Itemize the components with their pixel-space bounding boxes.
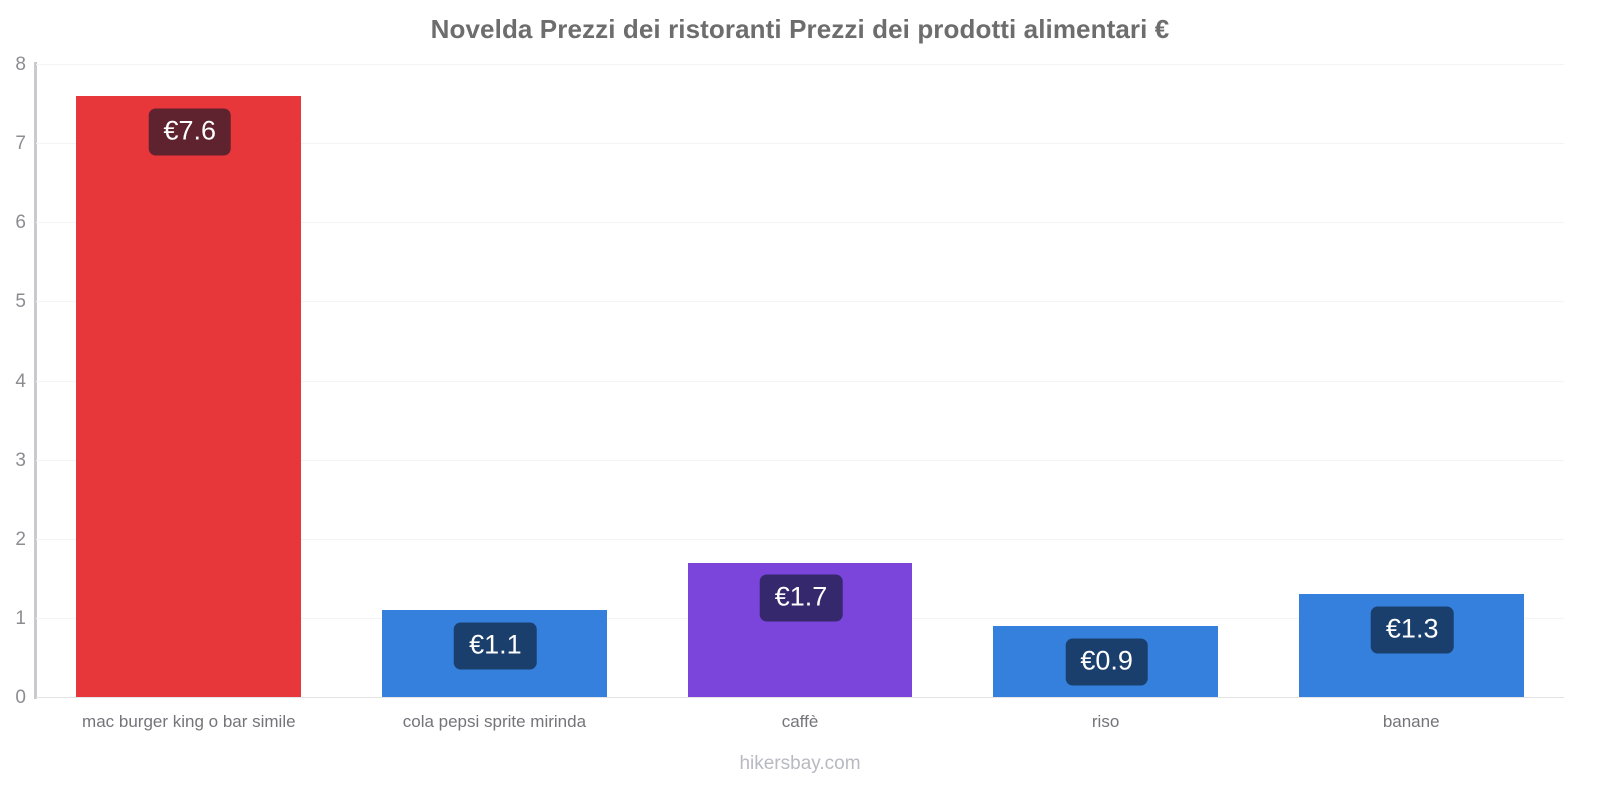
y-axis-tick-label: 7 (15, 133, 26, 155)
plot-area: €7.6 €1.1 €1.7 €0.9 €1.3 (36, 64, 1564, 698)
y-axis-tick-label: 3 (15, 449, 26, 471)
x-axis-tick-label: cola pepsi sprite mirinda (402, 712, 587, 731)
y-axis-tick-label: 1 (15, 607, 26, 629)
gridline (36, 222, 1564, 224)
chart-title: Novelda Prezzi dei ristoranti Prezzi dei… (430, 14, 1170, 44)
data-label: €1.3 (1370, 606, 1454, 654)
y-axis-tick-label: 6 (15, 212, 26, 234)
x-axis-tick-label: riso (1091, 712, 1120, 731)
y-axis-line (34, 62, 37, 699)
y-axis-tick-label: 8 (15, 54, 26, 75)
x-axis-tick-label: banane (1382, 712, 1440, 731)
gridline (36, 301, 1564, 303)
data-label: €1.1 (454, 622, 537, 670)
gridline (36, 380, 1564, 382)
bar[interactable] (76, 95, 302, 697)
gridline (36, 143, 1564, 145)
y-axis-tick-label: 0 (15, 687, 26, 708)
y-axis-tick-labels: 0 1 2 3 4 5 6 7 8 (0, 55, 26, 707)
gridline (36, 538, 1564, 540)
y-axis-tick-label: 4 (15, 370, 26, 392)
gridline (36, 64, 1564, 65)
y-axis-tick-label: 2 (15, 528, 26, 550)
watermark: hikersbay.com (739, 753, 861, 774)
gridline (36, 697, 1564, 698)
gridline (36, 459, 1564, 461)
data-label: €0.9 (1065, 638, 1148, 686)
data-label: €7.6 (148, 108, 232, 156)
data-label: €1.7 (759, 574, 843, 622)
x-axis-tick-labels: mac burger king o bar simile cola pepsi s… (36, 710, 1564, 740)
y-axis-tick-label: 5 (15, 291, 26, 313)
x-axis-tick-label: mac burger king o bar simile (82, 712, 296, 731)
x-axis-tick-label: caffè (781, 712, 819, 731)
